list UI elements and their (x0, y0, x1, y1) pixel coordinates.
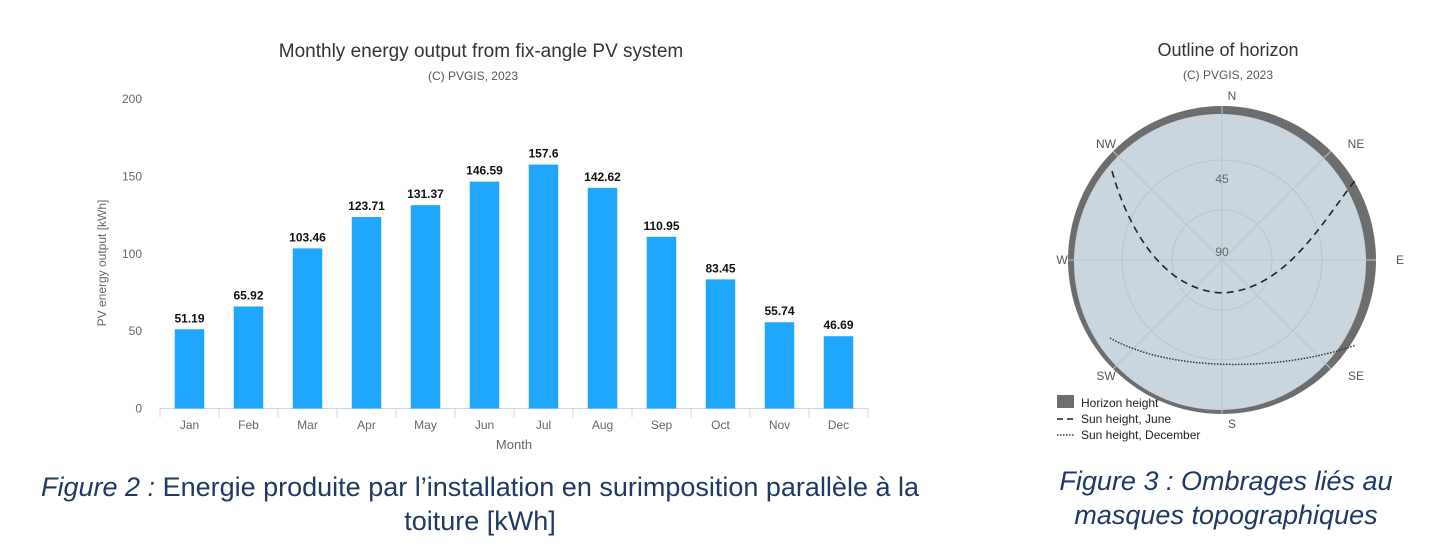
y-tick-label: 50 (129, 324, 143, 338)
x-tick-label: May (414, 418, 437, 432)
y-axis-label: PV energy output [kWh] (95, 200, 109, 327)
bar-mar (292, 248, 323, 409)
data-label: 146.59 (466, 164, 503, 178)
data-label: 142.62 (584, 170, 621, 184)
figure-3-caption: Figure 3 : Ombrages liés au masques topo… (1040, 464, 1412, 532)
y-tick-label: 100 (122, 247, 142, 261)
bar-jan (174, 329, 205, 409)
direction-se: SE (1348, 369, 1364, 383)
data-label: 131.37 (407, 187, 444, 201)
sun-path-june (1111, 170, 1358, 294)
x-tick-label: Aug (592, 418, 613, 432)
bar-jun (469, 181, 500, 409)
legend-swatch-horizon (1057, 395, 1074, 408)
bar-apr (351, 217, 382, 409)
data-label: 123.71 (348, 199, 385, 213)
bar-aug (587, 187, 618, 409)
bar-chart-title: Monthly energy output from fix-angle PV … (279, 41, 683, 62)
polar-title: Outline of horizon (1157, 40, 1298, 60)
direction-sw: SW (1096, 369, 1116, 383)
bar-nov (764, 322, 795, 409)
x-tick-label: Jun (475, 418, 494, 432)
legend-label-december: Sun height, December (1081, 428, 1200, 442)
x-tick-label: Mar (297, 418, 318, 432)
data-label: 51.19 (174, 311, 204, 325)
x-tick-label: Jul (536, 418, 551, 432)
x-tick-label: Nov (769, 418, 790, 432)
polar-legend: Horizon height Sun height, June Sun heig… (1057, 395, 1200, 442)
x-tick-label: Apr (357, 418, 376, 432)
y-tick-label: 200 (122, 92, 142, 106)
x-axis-label: Month (496, 437, 532, 452)
data-label: 157.6 (528, 147, 558, 161)
x-tick-label: Dec (828, 418, 849, 432)
figure-3-text: Figure 3 : Ombrages liés au masques topo… (1059, 466, 1393, 530)
direction-ne: NE (1348, 137, 1365, 151)
data-label: 46.69 (823, 318, 853, 332)
data-label: 55.74 (764, 304, 794, 318)
polar-subtitle: (C) PVGIS, 2023 (1183, 68, 1273, 82)
y-ticks: 0 50 100 150 200 (122, 92, 142, 416)
data-label: 83.45 (705, 261, 735, 275)
legend-label-june: Sun height, June (1081, 412, 1171, 426)
data-label: 65.92 (233, 288, 263, 302)
x-tick-label: Oct (711, 418, 730, 432)
bar-dec (823, 336, 854, 409)
bar-jul (528, 164, 559, 409)
bar-sep (646, 236, 677, 409)
x-tick-label: Jan (180, 418, 199, 432)
direction-w: W (1056, 253, 1068, 267)
direction-s: S (1228, 417, 1236, 431)
y-tick-label: 0 (135, 402, 142, 416)
bars: 51.19 65.92 103.46 123.71 131.37 146.59 157.6 1… (174, 147, 854, 409)
figure-2-text: Energie produite par l’installation en s… (155, 472, 919, 536)
y-tick-label: 150 (122, 169, 142, 183)
grid-line-ne-sw (1112, 150, 1332, 370)
bar-chart: Monthly energy output from fix-angle PV … (95, 41, 869, 452)
bar-may (410, 205, 441, 409)
horizon-polar-chart: Outline of horizon (C) PVGIS, 2023 N NE … (1056, 40, 1404, 442)
bar-oct (705, 279, 736, 409)
polar-grid (1068, 106, 1376, 414)
figure-2-label: Figure 2 : (41, 472, 156, 502)
legend-label-horizon: Horizon height (1081, 396, 1159, 410)
x-tick-label: Feb (238, 418, 259, 432)
sun-path-december (1109, 337, 1357, 366)
bar-chart-subtitle: (C) PVGIS, 2023 (428, 69, 518, 83)
data-label: 103.46 (289, 230, 326, 244)
x-ticks: Jan Feb Mar Apr May Jun Jul Aug Sep Oct Nov Dec (159, 408, 869, 432)
radial-tick-45: 45 (1215, 172, 1229, 186)
data-label: 110.95 (643, 219, 679, 233)
direction-nw: NW (1096, 137, 1117, 151)
x-tick-label: Sep (651, 418, 673, 432)
figure-2-caption: Figure 2 : Energie produite par l’instal… (0, 470, 960, 538)
direction-n: N (1228, 89, 1237, 103)
radial-tick-90: 90 (1215, 245, 1229, 259)
bar-feb (233, 306, 264, 409)
direction-e: E (1396, 253, 1404, 267)
